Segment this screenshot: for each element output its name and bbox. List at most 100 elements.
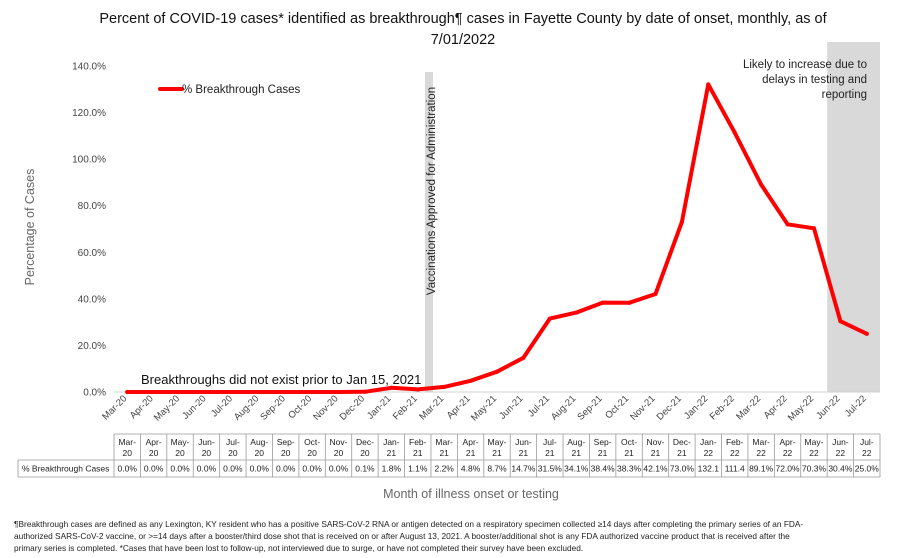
data-point [864,331,869,336]
data-point [600,300,605,305]
x-tick-label: Mar-21 [417,393,446,422]
table-header-cell: 20 [255,448,265,458]
data-point [732,130,737,135]
table-value-cell: 0.0% [197,464,217,474]
chart-title-line-2: 7/01/2022 [431,32,496,48]
table-value-cell: 42.1% [643,464,668,474]
table-value-cell: 1.1% [408,464,428,474]
y-tick-label: 120.0% [72,108,106,119]
table-header-cell: Jun- [198,437,215,447]
x-tick-label: Nov-20 [311,393,340,422]
shaded-region-label: Likely to increase due to delays in testi… [743,59,867,101]
table-header-cell: Mar- [435,437,453,447]
table-value-cell: 0.0% [276,464,296,474]
x-tick-label: May-21 [469,393,499,423]
table-header-cell: 20 [281,448,291,458]
table-value-cell: 2.2% [434,464,454,474]
x-tick-label: May-20 [152,393,182,423]
table-header-cell: Feb- [409,437,427,447]
table-header-cell: 21 [598,448,608,458]
data-point [415,387,420,392]
table-header-cell: 20 [202,448,212,458]
table-header-cell: 22 [704,448,714,458]
data-point [257,390,262,394]
x-tick-label: Apr-21 [445,393,473,421]
shaded-region-label-line: delays in testing and [762,74,867,86]
x-tick-label: Oct-21 [603,393,631,421]
x-tick-label: Aug-20 [232,393,261,422]
table-header-cell: Oct- [621,437,637,447]
footnote-line-1: ¶Breakthrough cases are defined as any L… [14,519,803,529]
table-header-cell: Dec- [356,437,374,447]
data-point [151,390,156,394]
table-header-cell: 22 [836,448,846,458]
data-point [653,291,658,296]
table-value-cell: 73.0% [670,464,695,474]
data-point [811,226,816,231]
x-tick-label: Jun-20 [180,393,208,421]
table-header-cell: Sep- [277,437,295,447]
table-header-cell: Mar- [118,437,136,447]
table-header-cell: 21 [439,448,449,458]
table-value-cell: 0.0% [144,464,164,474]
table-header-cell: Nov- [647,437,665,447]
data-point [574,310,579,315]
x-tick-label: Sep-20 [258,393,287,422]
table-header-cell: 20 [334,448,344,458]
table-header-cell: 21 [624,448,634,458]
data-point [627,300,632,305]
table-header-cell: 21 [572,448,582,458]
table-value-cell: 38.4% [591,464,616,474]
table-value-cell: 8.7% [487,464,507,474]
table-header-cell: 20 [228,448,238,458]
table-value-cell: 4.8% [461,464,481,474]
table-header-cell: 21 [677,448,687,458]
table-header-cell: 21 [519,448,529,458]
data-point [336,390,341,394]
data-point [362,389,367,394]
table-value-cell: 1.8% [382,464,402,474]
x-tick-label: Mar-22 [734,393,763,422]
table-header-cell: Dec- [673,437,691,447]
data-point [442,384,447,389]
shaded-region [827,42,880,392]
data-point [679,220,684,225]
table-header-cell: 20 [122,448,132,458]
data-point [389,385,394,390]
x-tick-label: Dec-21 [655,393,684,422]
table-value-cell: 30.4% [828,464,853,474]
table-header-cell: 21 [545,448,555,458]
table-header-cell: Jan- [383,437,400,447]
table-header-cell: Apr- [146,437,162,447]
data-point [468,378,473,383]
shaded-region-label-line: Likely to increase due to [743,59,867,71]
x-tick-label: Feb-22 [708,393,737,422]
y-tick-label: 100.0% [72,155,106,166]
table-header-cell: 22 [730,448,740,458]
y-tick-label: 80.0% [78,201,106,212]
x-tick-label: Jun-21 [497,393,525,421]
table-value-cell: 89.1% [749,464,774,474]
data-point [310,390,315,394]
table-header-cell: Nov- [330,437,348,447]
table-header-cell: Aug- [567,437,585,447]
table-row-label: % Breakthrough Cases [22,464,109,474]
table-header-cell: May- [171,437,190,447]
y-tick-label: 40.0% [78,294,106,305]
data-point [521,355,526,360]
data-point [230,390,235,394]
table-header-cell: May- [805,437,824,447]
table-header-cell: 21 [466,448,476,458]
table-value-cell: 72.0% [775,464,800,474]
x-tick-label: Aug-21 [549,393,578,422]
table-header-cell: 20 [360,448,370,458]
table-header-cell: 22 [862,448,872,458]
table-header-cell: 22 [809,448,819,458]
table-value-cell: 132.1 [698,464,720,474]
y-tick-label: 20.0% [78,341,106,352]
table-value-cell: 70.3% [802,464,827,474]
table-value-cell: 0.1% [355,464,375,474]
x-tick-label: Feb-21 [391,393,420,422]
x-tick-label: Sep-21 [575,393,604,422]
table-header-cell: Jul- [226,437,240,447]
